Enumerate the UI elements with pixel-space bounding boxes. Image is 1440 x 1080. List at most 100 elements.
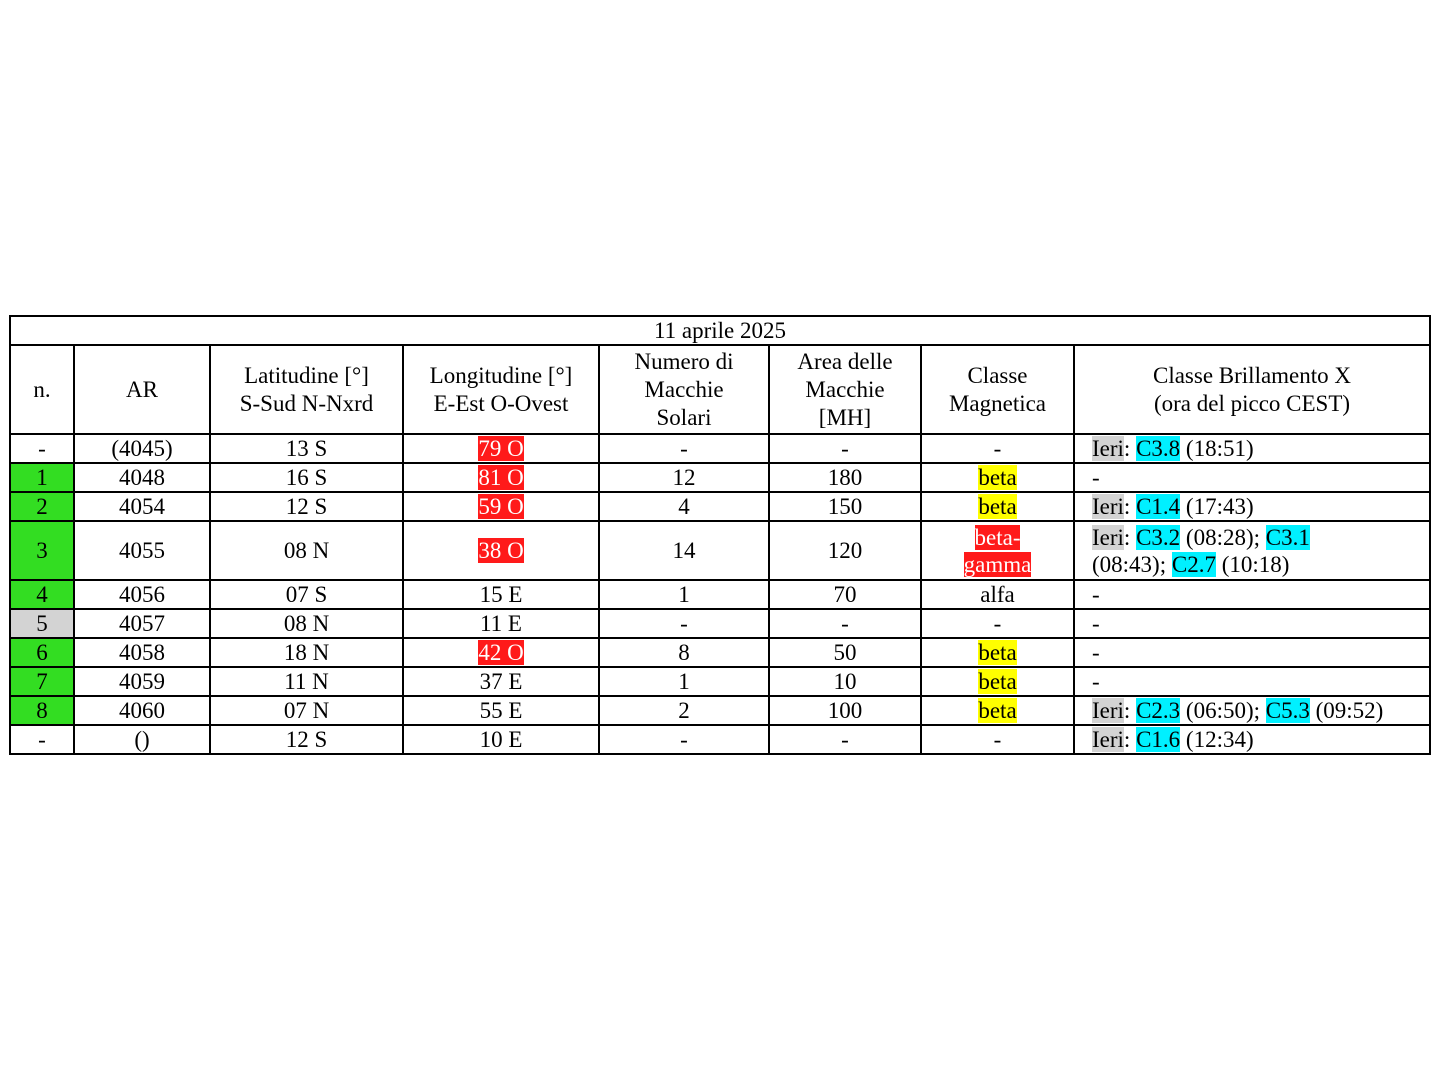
cell-latitude: 12 S [209, 491, 404, 522]
longitude-value: 38 O [478, 538, 524, 563]
flare-time: (17:43) [1180, 494, 1254, 519]
flare-class-value: C3.1 [1265, 524, 1310, 550]
cell-n: 1 [9, 462, 75, 493]
cell-latitude: 08 N [209, 520, 404, 581]
cell-latitude: 16 S [209, 462, 404, 493]
cell-longitude: 10 E [402, 724, 600, 755]
ieri-label: Ieri [1092, 524, 1124, 550]
table-row: 1 4048 16 S 81 O 12 180 beta - [9, 462, 1432, 493]
table-title: 11 aprile 2025 [8, 315, 1432, 346]
header-latitude-line2: S-Sud N-Nxrd [239, 390, 374, 416]
cell-n: 5 [9, 608, 75, 639]
header-latitude-line1: Latitudine [°] [244, 362, 369, 388]
header-spot-area-line1: Area delle [797, 348, 893, 374]
longitude-value: 79 O [478, 436, 524, 461]
cell-longitude: 42 O [402, 637, 600, 668]
cell-sunspot-count: - [598, 724, 770, 755]
header-longitude: Longitudine [°] E-Est O-Ovest [402, 344, 600, 435]
header-flare-class: Classe Brillamento X (ora del picco CEST… [1072, 344, 1432, 435]
cell-longitude: 55 E [402, 695, 600, 726]
cell-latitude: 11 N [209, 666, 404, 697]
header-flare-class-line2: (ora del picco CEST) [1153, 390, 1351, 416]
flare-separator: : [1123, 436, 1137, 461]
cell-n: 4 [9, 579, 75, 610]
cell-ar: (4045) [73, 433, 211, 464]
cell-longitude: 79 O [402, 433, 600, 464]
header-spot-area: Area delle Macchie [MH] [768, 344, 922, 435]
flare-time: (08:28); [1180, 524, 1266, 550]
header-magnetic-class: Classe Magnetica [920, 344, 1075, 435]
cell-flare-class: - [1072, 579, 1432, 610]
table-row: - (4045) 13 S 79 O - - - Ieri: C3.8 (18:… [9, 433, 1432, 464]
cell-flare-class: - [1072, 666, 1432, 697]
cell-spot-area: - [768, 608, 922, 639]
cell-magnetic-class: beta [920, 695, 1075, 726]
cell-spot-area: - [768, 724, 922, 755]
header-latitude: Latitudine [°] S-Sud N-Nxrd [209, 344, 404, 435]
header-sunspot-count-line1: Numero di [634, 348, 734, 374]
cell-ar: 4059 [73, 666, 211, 697]
cell-ar: 4055 [73, 520, 211, 581]
cell-flare-class: - [1072, 637, 1432, 668]
cell-ar: 4057 [73, 608, 211, 639]
cell-magnetic-class: - [920, 608, 1075, 639]
cell-flare-class: Ieri: C1.6 (12:34) [1072, 724, 1432, 755]
header-longitude-line1: Longitudine [°] [429, 362, 573, 388]
cell-magnetic-class: beta-gamma [920, 520, 1075, 581]
cell-magnetic-class: alfa [920, 579, 1075, 610]
table-row: 8 4060 07 N 55 E 2 100 beta Ieri: C2.3 (… [9, 695, 1432, 726]
cell-spot-area: 50 [768, 637, 922, 668]
cell-spot-area: 100 [768, 695, 922, 726]
longitude-value: 59 O [478, 494, 524, 519]
table-row: 6 4058 18 N 42 O 8 50 beta - [9, 637, 1432, 668]
header-sunspot-count-line2: Macchie [644, 376, 724, 402]
cell-latitude: 07 S [209, 579, 404, 610]
cell-flare-class: Ieri: C3.8 (18:51) [1072, 433, 1432, 464]
ieri-label: Ieri [1092, 436, 1124, 461]
header-spot-area-line3: [MH] [818, 404, 872, 430]
cell-spot-area: 10 [768, 666, 922, 697]
header-flare-class-line1: Classe Brillamento X [1152, 362, 1352, 388]
cell-ar: 4058 [73, 637, 211, 668]
magnetic-class-value: beta [978, 465, 1017, 490]
header-spot-area-line2: Macchie [805, 376, 885, 402]
header-sunspot-count-line3: Solari [656, 404, 712, 430]
table-row: 5 4057 08 N 11 E - - - - [9, 608, 1432, 639]
sunspot-regions-table: 11 aprile 2025 n. AR Latitudine [°] S-Su… [8, 315, 1432, 755]
cell-ar: 4060 [73, 695, 211, 726]
cell-longitude: 38 O [402, 520, 600, 581]
cell-magnetic-class: - [920, 433, 1075, 464]
cell-flare-class: Ieri: C2.3 (06:50); C5.3 (09:52) [1072, 695, 1432, 726]
cell-n: 3 [9, 520, 75, 581]
header-n: n. [9, 344, 75, 435]
cell-longitude: 11 E [402, 608, 600, 639]
cell-sunspot-count: 4 [598, 491, 770, 522]
ieri-label: Ieri [1092, 698, 1124, 723]
magnetic-class-value: beta [978, 698, 1017, 723]
cell-flare-class: Ieri: C1.4 (17:43) [1072, 491, 1432, 522]
magnetic-class-value: beta [978, 640, 1017, 665]
ieri-label: Ieri [1092, 727, 1124, 752]
cell-spot-area: 120 [768, 520, 922, 581]
flare-class-value: C3.2 [1136, 524, 1181, 550]
cell-spot-area: 70 [768, 579, 922, 610]
flare-class-value: C5.3 [1265, 698, 1310, 723]
header-longitude-line2: E-Est O-Ovest [433, 390, 569, 416]
flare-time: (06:50); [1180, 698, 1266, 723]
cell-n: 7 [9, 666, 75, 697]
cell-n: - [9, 433, 75, 464]
flare-class-value: C1.6 [1136, 727, 1181, 752]
cell-ar: 4056 [73, 579, 211, 610]
cell-sunspot-count: 1 [598, 666, 770, 697]
flare-time: (12:34) [1180, 727, 1254, 752]
flare-class-value: C2.7 [1171, 551, 1216, 577]
table-row: 7 4059 11 N 37 E 1 10 beta - [9, 666, 1432, 697]
cell-n: 6 [9, 637, 75, 668]
cell-longitude: 81 O [402, 462, 600, 493]
cell-sunspot-count: 1 [598, 579, 770, 610]
cell-latitude: 08 N [209, 608, 404, 639]
table-title-row: 11 aprile 2025 [8, 315, 1432, 346]
cell-spot-area: 180 [768, 462, 922, 493]
magnetic-class-value: beta [978, 669, 1017, 694]
flare-separator: : [1123, 524, 1137, 550]
